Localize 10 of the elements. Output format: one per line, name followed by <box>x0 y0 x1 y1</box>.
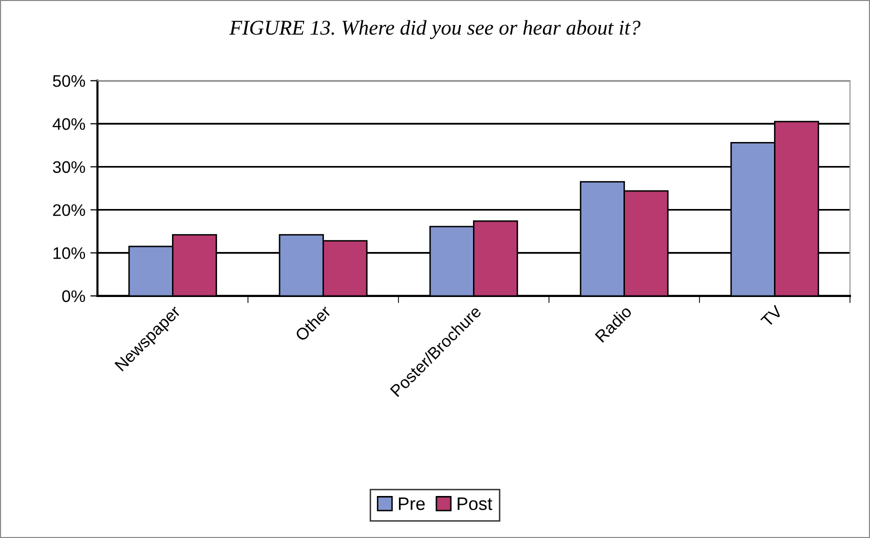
y-tick-label: 50% <box>52 75 86 87</box>
y-tick-label: 10% <box>54 247 86 260</box>
x-tick-label: TV <box>760 304 784 328</box>
y-tick-label: 20% <box>53 204 86 216</box>
y-tick-label: 0% <box>62 290 86 302</box>
y-tick-label: 30% <box>52 161 86 173</box>
chart-title: FIGURE 13. Where did you see or hear about it? <box>229 20 640 40</box>
legend-label: Post <box>458 498 492 510</box>
legend-label: Pre <box>398 498 425 510</box>
y-tick-label: 40% <box>52 118 86 130</box>
